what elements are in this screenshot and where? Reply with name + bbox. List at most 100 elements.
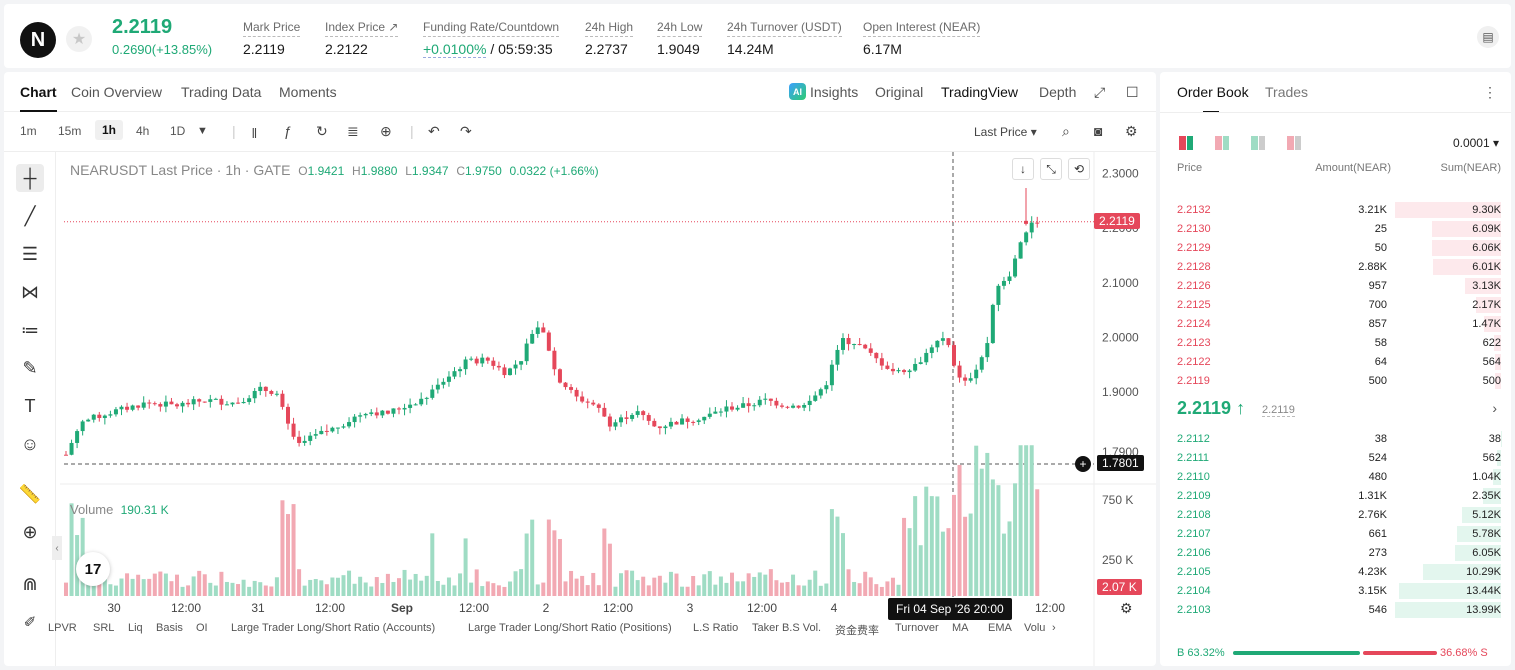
ask-row[interactable]: 2.2130 25 6.09K <box>1160 219 1511 238</box>
bid-row[interactable]: 2.2111 524 562 <box>1160 448 1511 467</box>
view-tradingview[interactable]: TradingView <box>941 84 1019 100</box>
indicator-item[interactable]: LPVR <box>48 622 77 634</box>
stat-label[interactable]: Open Interest (NEAR) <box>863 20 981 37</box>
ask-row[interactable]: 2.2125 700 2.17K <box>1160 295 1511 314</box>
notebook-icon[interactable]: ▤ <box>1477 26 1499 48</box>
indicator-item[interactable]: Large Trader Long/Short Ratio (Positions… <box>468 622 672 634</box>
indicator-item[interactable]: Large Trader Long/Short Ratio (Accounts) <box>231 622 436 634</box>
candle-type-icon[interactable]: 𝍪 <box>252 125 257 141</box>
more-options-icon[interactable]: ⋮ <box>1483 84 1497 100</box>
mode-trades-icon[interactable] <box>1287 136 1301 150</box>
indicator-item[interactable]: MA <box>952 622 969 634</box>
tab-trading-data[interactable]: Trading Data <box>181 84 262 100</box>
emoji-tool-icon[interactable]: ☺ <box>20 433 40 454</box>
replay-icon[interactable]: ↻ <box>316 123 328 139</box>
tab-chart[interactable]: Chart <box>20 84 57 112</box>
view-original[interactable]: Original <box>875 84 924 100</box>
ask-row[interactable]: 2.2123 58 622 <box>1160 333 1511 352</box>
bid-row[interactable]: 2.2110 480 1.04K <box>1160 467 1511 486</box>
fullscreen-square-icon[interactable]: ☐ <box>1126 84 1139 100</box>
tab-coin-overview[interactable]: Coin Overview <box>71 84 163 100</box>
undo-icon[interactable]: ↶ <box>428 123 440 139</box>
timeframe-dropdown-icon[interactable]: ▼ <box>197 125 208 137</box>
timeframe-1h[interactable]: 1h <box>95 120 124 140</box>
indicator-item[interactable]: OI <box>196 622 208 634</box>
stat-label[interactable]: 24h High <box>585 20 634 37</box>
zoom-in-tool-icon[interactable]: ⊕ <box>22 521 38 542</box>
bid-row[interactable]: 2.2108 2.76K 5.12K <box>1160 505 1511 524</box>
ask-row[interactable]: 2.2124 857 1.47K <box>1160 314 1511 333</box>
gear-icon[interactable]: ⚙ <box>1125 123 1138 139</box>
search-icon[interactable]: ⌕ <box>1062 123 1070 139</box>
bid-row[interactable]: 2.2105 4.23K 10.29K <box>1160 562 1511 581</box>
indicator-item[interactable]: Volu <box>1024 622 1046 634</box>
ask-row[interactable]: 2.2122 64 564 <box>1160 352 1511 371</box>
add-alert-icon[interactable]: ⊕ <box>380 123 392 139</box>
indicator-item[interactable]: SRL <box>93 622 115 634</box>
indicator-item[interactable]: Turnover <box>895 622 939 634</box>
template-icon[interactable]: ≣ <box>347 123 359 139</box>
indicator-item[interactable]: EMA <box>988 622 1012 634</box>
tab-order-book[interactable]: Order Book <box>1177 84 1249 113</box>
bid-row[interactable]: 2.2112 38 38 <box>1160 429 1511 448</box>
magnet-tool-icon[interactable]: ⋒ <box>22 573 38 594</box>
mode-bids-icon[interactable] <box>1251 136 1265 150</box>
bid-row[interactable]: 2.2109 1.31K 2.35K <box>1160 486 1511 505</box>
lock-drawings-icon[interactable]: ✐ <box>23 614 37 631</box>
projection-tool-icon[interactable]: ≔ <box>21 319 39 340</box>
view-depth[interactable]: Depth <box>1039 84 1077 100</box>
fib-tool-icon[interactable]: ☰ <box>21 243 39 264</box>
crosshair-tool-icon[interactable]: ┼ <box>16 164 44 192</box>
bid-row[interactable]: 2.2104 3.15K 13.44K <box>1160 581 1511 600</box>
precision-select[interactable]: 0.0001 ▾ <box>1452 136 1499 150</box>
stat-label[interactable]: Funding Rate/Countdown <box>423 20 560 37</box>
indicator-item[interactable]: Taker B.S Vol. <box>752 622 822 634</box>
ruler-tool-icon[interactable]: 📏 <box>18 483 42 504</box>
ask-row[interactable]: 2.2126 957 3.13K <box>1160 276 1511 295</box>
view-insights[interactable]: Insights <box>810 84 859 100</box>
time-axis-settings-icon[interactable]: ⚙ <box>1120 600 1133 616</box>
favorite-star-icon[interactable]: ★ <box>66 26 92 52</box>
reset-chart-icon[interactable]: ⟲ <box>1068 158 1090 180</box>
expand-icon[interactable]: ⤢ <box>1094 84 1106 100</box>
mode-asks-icon[interactable] <box>1215 136 1229 150</box>
bid-row[interactable]: 2.2106 273 6.05K <box>1160 543 1511 562</box>
timeframe-4h[interactable]: 4h <box>136 124 150 138</box>
camera-icon[interactable]: ◙ <box>1094 123 1103 139</box>
ask-row[interactable]: 2.2132 3.21K 9.30K <box>1160 200 1511 219</box>
indicators-icon[interactable]: ƒ <box>284 123 292 139</box>
add-order-plus-icon[interactable]: + <box>1075 456 1091 472</box>
redo-icon[interactable]: ↷ <box>460 123 472 139</box>
stat-label[interactable]: 24h Turnover (USDT) <box>727 20 842 37</box>
indicator-item[interactable]: 资金费率 <box>835 625 879 637</box>
stat-label[interactable]: Mark Price <box>243 20 301 37</box>
text-tool-icon[interactable]: T <box>24 395 36 416</box>
timeframe-15m[interactable]: 15m <box>58 124 82 138</box>
tab-trades[interactable]: Trades <box>1265 84 1309 100</box>
bid-row[interactable]: 2.2107 661 5.78K <box>1160 524 1511 543</box>
timeframe-1d[interactable]: 1D <box>170 124 186 138</box>
ask-row[interactable]: 2.2129 50 6.06K <box>1160 238 1511 257</box>
indicator-scroll-right-icon[interactable]: › <box>1052 622 1056 634</box>
stat-label[interactable]: 24h Low <box>657 20 703 37</box>
stat-label[interactable]: Index Price ↗ <box>325 20 399 37</box>
collapse-toolbar-chevron-icon[interactable]: ‹ <box>52 536 62 560</box>
brush-tool-icon[interactable]: ✎ <box>22 357 38 378</box>
candlestick-chart[interactable]: 2.30002.20002.10002.00001.90001.7900750 … <box>60 152 1156 666</box>
timeframe-1m[interactable]: 1m <box>20 124 37 138</box>
bid-row[interactable]: 2.2103 546 13.99K <box>1160 600 1511 619</box>
scroll-down-icon[interactable]: ↓ <box>1012 158 1034 180</box>
ask-row[interactable]: 2.2128 2.88K 6.01K <box>1160 257 1511 276</box>
price-source-select[interactable]: Last Price ▾ <box>974 125 1037 139</box>
trendline-tool-icon[interactable]: ╱ <box>24 205 36 226</box>
ask-row[interactable]: 2.2119 500 500 <box>1160 371 1511 390</box>
indicator-item[interactable]: Basis <box>156 622 183 634</box>
pattern-tool-icon[interactable]: ⋈ <box>21 281 39 302</box>
chevron-right-icon[interactable]: › <box>1492 400 1497 416</box>
chart-area[interactable]: 2.30002.20002.10002.00001.90001.7900750 … <box>52 152 1156 666</box>
tab-moments[interactable]: Moments <box>279 84 337 100</box>
mode-both-icon[interactable] <box>1179 136 1193 150</box>
indicator-item[interactable]: L.S Ratio <box>693 622 739 634</box>
collapse-icon[interactable]: ⤡ <box>1040 158 1062 180</box>
indicator-item[interactable]: Liq <box>128 622 143 634</box>
